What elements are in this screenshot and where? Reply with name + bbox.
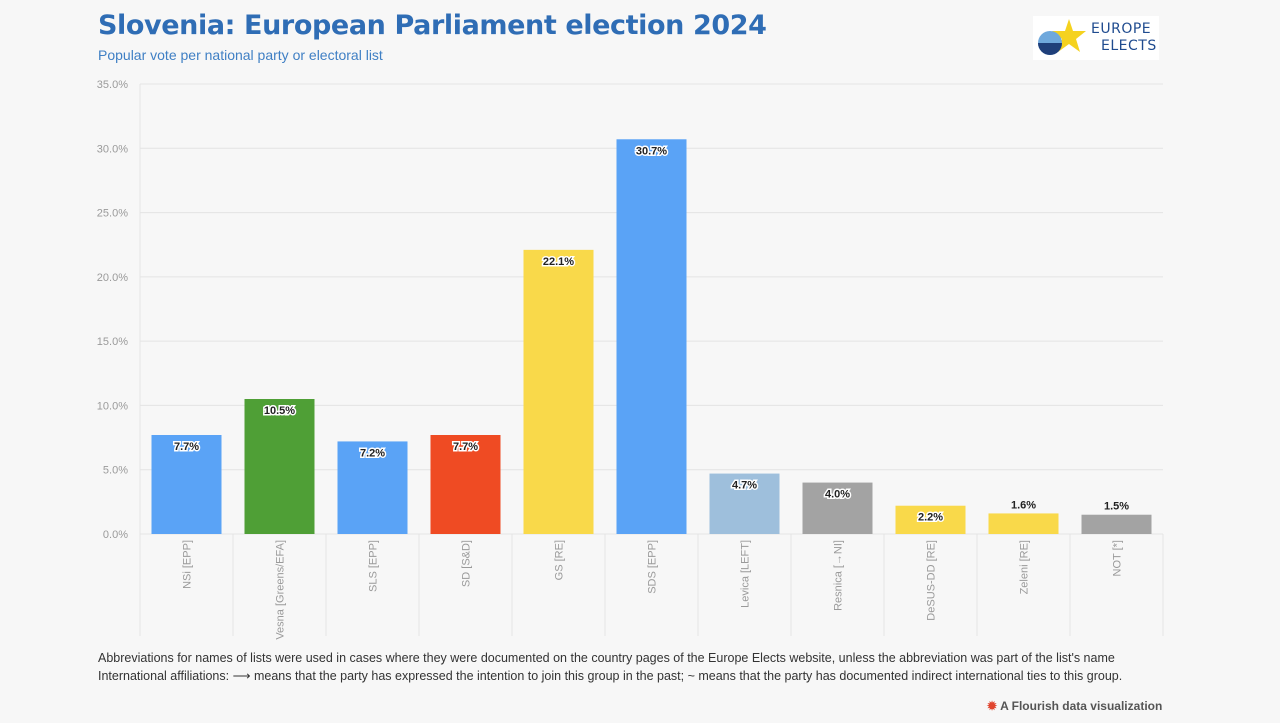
chart-subtitle: Popular vote per national party or elect…: [98, 47, 383, 63]
bar-value-label: 4.0%: [825, 489, 850, 501]
flourish-credit-text: A Flourish data visualization: [1000, 699, 1163, 713]
y-tick-label: 0.0%: [103, 529, 128, 541]
x-category-label: Vesna [Greens/EFA]: [275, 540, 287, 640]
bar: [988, 513, 1059, 534]
bar: [430, 435, 501, 534]
y-tick-label: 5.0%: [103, 465, 128, 477]
flourish-icon: ✹: [987, 699, 998, 713]
x-category-label: Zeleni [RE]: [1019, 540, 1031, 594]
y-tick-label: 15.0%: [97, 336, 128, 348]
bar: [616, 139, 687, 535]
footnote-affiliations: International affiliations: ⟶ means that…: [98, 669, 1123, 683]
europe-elects-logo[interactable]: EUROPE ELECTS: [1033, 16, 1159, 60]
bar-value-label: 7.7%: [453, 441, 478, 453]
bar: [337, 441, 408, 534]
footnote-abbreviations: Abbreviations for names of lists were us…: [98, 651, 1115, 665]
bar-value-label: 7.2%: [360, 447, 385, 459]
x-category-label: SLS [EPP]: [368, 540, 380, 592]
bar: [151, 435, 222, 534]
x-category-label: NSi [EPP]: [182, 540, 194, 589]
y-tick-label: 35.0%: [97, 79, 128, 91]
bar-value-label: 1.6%: [1011, 499, 1036, 511]
bar: [709, 473, 780, 534]
logo-text-elects: ELECTS: [1101, 38, 1157, 54]
bar-value-label: 22.1%: [543, 256, 574, 268]
europe-elects-star-icon: [1038, 19, 1086, 55]
x-category-label: NOT [*]: [1112, 540, 1124, 576]
bar-value-label: 30.7%: [636, 145, 667, 157]
y-tick-label: 25.0%: [97, 208, 128, 220]
x-category-label: Resnica [→NI]: [833, 540, 845, 611]
y-tick-label: 30.0%: [97, 143, 128, 155]
bar-value-label: 2.2%: [918, 512, 943, 524]
x-category-label: Levica [LEFT]: [740, 540, 752, 608]
bar: [244, 399, 315, 534]
bar-value-label: 1.5%: [1104, 501, 1129, 513]
y-tick-label: 10.0%: [97, 400, 128, 412]
bar: [895, 505, 966, 534]
x-category-label: SD [S&D]: [461, 540, 473, 587]
bar-value-label: 7.7%: [174, 441, 199, 453]
flourish-credit[interactable]: ✹ A Flourish data visualization: [987, 699, 1162, 713]
chart-title: Slovenia: European Parliament election 2…: [98, 10, 767, 41]
x-category-label: DeSUS-DD [RE]: [926, 540, 938, 621]
x-category-label: SDS [EPP]: [647, 540, 659, 594]
bar: [523, 249, 594, 534]
logo-text-europe: EUROPE: [1091, 21, 1152, 37]
bar-value-label: 4.7%: [732, 480, 757, 492]
y-tick-label: 20.0%: [97, 272, 128, 284]
x-category-label: GS [RE]: [554, 540, 566, 580]
bar-value-label: 10.5%: [264, 405, 295, 417]
bar: [1081, 514, 1152, 534]
bar: [802, 482, 873, 534]
